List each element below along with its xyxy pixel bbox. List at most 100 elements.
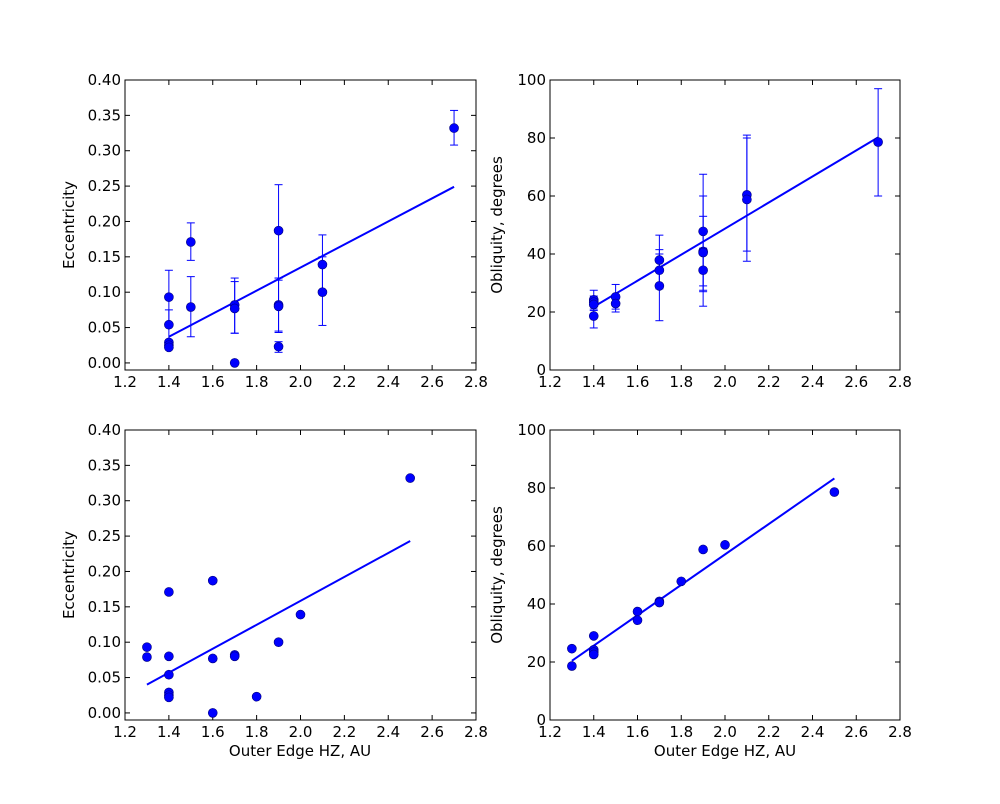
y-tick-label: 20 [527, 653, 546, 671]
data-point [654, 265, 665, 276]
x-tick-label: 1.6 [626, 723, 650, 741]
y-tick-label: 80 [527, 129, 546, 147]
tick-labels: 1.2 1.4 1.6 1.8 2.0 2.2 2.4 2.6 2.8 0 20 40 60 80 100 [517, 71, 912, 391]
x-tick-label: 2.0 [713, 723, 737, 741]
data-point [632, 615, 643, 626]
data-point [164, 319, 174, 330]
data-point [164, 587, 174, 597]
y-tick-label: 60 [527, 537, 546, 555]
data-point [317, 259, 328, 270]
axis-ticks [124, 429, 477, 720]
x-tick-label: 2.0 [713, 373, 737, 391]
data-point [588, 649, 599, 660]
tick-labels: 1.2 1.4 1.6 1.8 2.0 2.2 2.4 2.6 2.8 0.00 0.05 0.10 0… [88, 71, 488, 391]
data-point [164, 342, 174, 353]
x-tick-label: 1.4 [582, 723, 606, 741]
data-points [142, 473, 415, 718]
x-tick-label: 2.6 [420, 723, 444, 741]
x-tick-label: 2.4 [376, 723, 400, 741]
y-tick-label: 0.05 [88, 319, 121, 337]
x-tick-label: 1.8 [245, 723, 269, 741]
x-tick-label: 1.4 [157, 723, 181, 741]
y-tick-label: 0.20 [88, 562, 121, 580]
data-points [567, 487, 840, 671]
data-point [829, 487, 840, 497]
y-tick-label: 0.20 [88, 212, 121, 230]
data-point [273, 637, 284, 647]
x-tick-label: 2.4 [376, 373, 400, 391]
tick-labels: 1.2 1.4 1.6 1.8 2.0 2.2 2.4 2.6 2.8 0 20 40 60 80 100 [517, 421, 912, 741]
x-tick-label: 1.2 [113, 373, 137, 391]
y-tick-label: 0.00 [88, 354, 121, 372]
y-tick-label: 0.35 [88, 106, 121, 124]
x-tick-label: 2.8 [888, 373, 912, 391]
y-tick-label: 60 [527, 187, 546, 205]
data-point [567, 661, 577, 671]
x-tick-label: 2.2 [757, 723, 781, 741]
fit-line [571, 477, 835, 662]
data-point [588, 299, 599, 310]
data-point [449, 123, 459, 133]
data-point [698, 265, 708, 276]
x-tick-label: 1.8 [245, 373, 269, 391]
data-points [588, 137, 883, 321]
y-tick-label: 0.00 [88, 704, 121, 722]
data-point [698, 226, 708, 237]
y-tick-label: 0.25 [88, 177, 121, 195]
x-tick-label: 1.6 [201, 373, 225, 391]
data-point [273, 301, 284, 312]
fit-line-group [593, 136, 879, 308]
x-tick-label: 2.4 [801, 723, 825, 741]
data-point [273, 225, 284, 236]
data-point [405, 473, 415, 483]
x-tick-label: 1.2 [538, 723, 562, 741]
data-point [229, 651, 240, 662]
x-tick-label: 1.2 [538, 373, 562, 391]
data-point [698, 247, 708, 258]
y-tick-label: 40 [527, 245, 546, 263]
fit-line [593, 136, 879, 308]
x-tick-label: 1.4 [582, 373, 606, 391]
data-point [698, 544, 708, 555]
y-tick-label: 0.10 [88, 633, 121, 651]
tick-labels: 1.2 1.4 1.6 1.8 2.0 2.2 2.4 2.6 2.8 0.00 0.05 0.10 0… [88, 421, 488, 741]
data-point [229, 358, 240, 368]
y-axis-label: Obliquity, degrees [488, 156, 506, 294]
panel-bottom-left: 1.2 1.4 1.6 1.8 2.0 2.2 2.4 2.6 2.8 0.00 0.05 0.10 0… [60, 421, 488, 760]
axis-ticks [549, 79, 901, 371]
data-point [229, 303, 240, 314]
x-tick-label: 2.6 [844, 373, 868, 391]
x-tick-label: 2.6 [844, 723, 868, 741]
data-point [588, 631, 599, 641]
axis-ticks [124, 79, 477, 370]
y-tick-label: 0 [536, 711, 546, 729]
fit-line-group [146, 540, 411, 686]
y-axis-label: Eccentricity [60, 531, 78, 619]
x-tick-label: 1.2 [113, 723, 137, 741]
data-point [588, 311, 599, 321]
y-tick-label: 0.30 [88, 142, 121, 160]
y-tick-label: 20 [527, 303, 546, 321]
data-point [164, 292, 174, 302]
data-point [164, 669, 174, 680]
x-tick-label: 2.0 [289, 373, 313, 391]
x-tick-label: 2.8 [888, 723, 912, 741]
y-tick-label: 0.30 [88, 492, 121, 510]
fit-line-group [571, 477, 835, 662]
panel-top-right: 1.2 1.4 1.6 1.8 2.0 2.2 2.4 2.6 2.8020406080100 … [488, 71, 912, 391]
data-point [273, 341, 284, 352]
y-axis-label: Obliquity, degrees [488, 506, 506, 644]
y-tick-label: 0.40 [88, 71, 121, 89]
data-point [632, 606, 643, 617]
y-tick-label: 40 [527, 595, 546, 613]
data-point [654, 255, 665, 265]
data-points [164, 123, 459, 368]
x-tick-label: 2.2 [757, 373, 781, 391]
x-tick-label: 2.4 [801, 373, 825, 391]
fit-line [146, 540, 411, 686]
data-point [317, 287, 328, 297]
data-point [295, 609, 306, 620]
